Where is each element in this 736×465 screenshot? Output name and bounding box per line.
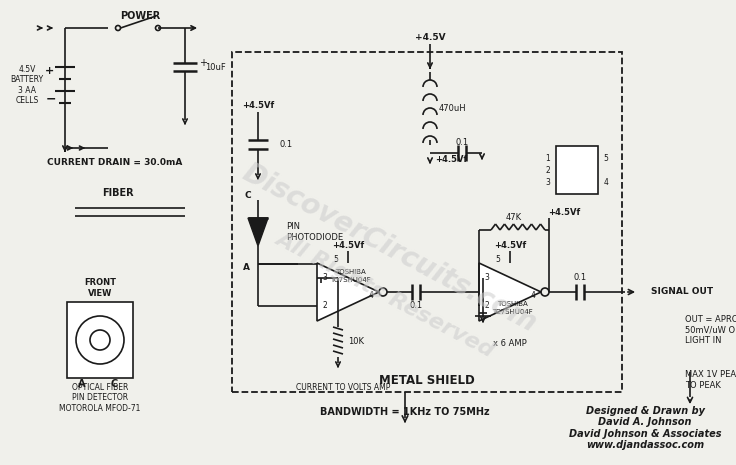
Text: 0.1: 0.1 <box>280 140 293 148</box>
Text: 2: 2 <box>322 301 328 311</box>
Text: 4.5V
BATTERY
3 AA
CELLS: 4.5V BATTERY 3 AA CELLS <box>10 65 43 105</box>
Text: 5: 5 <box>495 254 500 264</box>
Text: +4.5Vf: +4.5Vf <box>548 207 580 217</box>
Polygon shape <box>248 218 268 246</box>
Text: A: A <box>242 263 250 272</box>
Text: +4.5Vf: +4.5Vf <box>242 100 274 109</box>
Text: +: + <box>44 66 54 76</box>
Text: CURRENT DRAIN = 30.0mA: CURRENT DRAIN = 30.0mA <box>47 158 183 166</box>
Bar <box>556 146 598 194</box>
Text: 2: 2 <box>484 301 489 311</box>
Polygon shape <box>317 263 379 321</box>
Text: +4.5V: +4.5V <box>414 33 445 41</box>
Text: 3: 3 <box>484 273 489 283</box>
Text: 10uF: 10uF <box>205 62 225 72</box>
Text: BANDWIDTH = 1KHz TO 75MHz: BANDWIDTH = 1KHz TO 75MHz <box>320 407 490 417</box>
Text: 0.1: 0.1 <box>573 273 587 283</box>
Text: −: − <box>46 93 56 106</box>
Text: TOSHIBA
TC7SHU04F: TOSHIBA TC7SHU04F <box>492 301 532 314</box>
Text: 3: 3 <box>322 273 328 283</box>
Text: 5: 5 <box>604 153 609 162</box>
Text: OUT = APROX.
50mV/uW OF
LIGHT IN: OUT = APROX. 50mV/uW OF LIGHT IN <box>685 315 736 345</box>
Text: OPTICAL FIBER
PIN DETECTOR
MOTOROLA MFOD-71: OPTICAL FIBER PIN DETECTOR MOTOROLA MFOD… <box>60 383 141 413</box>
Text: 4: 4 <box>604 178 609 186</box>
Text: DiscoverCircuits.com: DiscoverCircuits.com <box>238 159 542 338</box>
Text: METAL SHIELD: METAL SHIELD <box>379 373 475 386</box>
Bar <box>67 302 133 378</box>
Text: 47K: 47K <box>506 213 522 221</box>
Text: Designed & Drawn by
David A. Johnson
David Johnson & Associates
www.djandassoc.c: Designed & Drawn by David A. Johnson Dav… <box>569 405 721 451</box>
Text: +4.5Vf: +4.5Vf <box>494 240 526 250</box>
Text: All Rights Reserved: All Rights Reserved <box>272 229 498 361</box>
Text: 1: 1 <box>545 153 551 162</box>
Text: 0.1: 0.1 <box>456 138 469 146</box>
Text: x 6 AMP: x 6 AMP <box>493 339 527 347</box>
Text: SIGNAL OUT: SIGNAL OUT <box>651 287 713 297</box>
Text: FRONT
VIEW: FRONT VIEW <box>84 278 116 298</box>
Text: 2: 2 <box>545 166 551 174</box>
Text: 470uH: 470uH <box>438 104 466 113</box>
Text: 5: 5 <box>333 254 339 264</box>
Text: C: C <box>244 191 251 199</box>
Text: 3: 3 <box>545 178 551 186</box>
Text: 4: 4 <box>531 291 535 299</box>
Text: PIN
PHOTODIODE: PIN PHOTODIODE <box>286 222 343 242</box>
Text: 10K: 10K <box>348 338 364 346</box>
Text: POWER: POWER <box>120 11 160 21</box>
Text: +: + <box>199 58 207 68</box>
Text: MAX 1V PEAK
TO PEAK: MAX 1V PEAK TO PEAK <box>685 370 736 390</box>
Text: CURRENT TO VOLTS AMP: CURRENT TO VOLTS AMP <box>296 384 390 392</box>
Text: 4: 4 <box>369 291 373 299</box>
Polygon shape <box>479 263 541 321</box>
Bar <box>232 52 622 392</box>
Text: FIBER: FIBER <box>102 188 134 198</box>
Text: 0.1: 0.1 <box>409 300 422 310</box>
Text: +4.5Vf: +4.5Vf <box>332 240 364 250</box>
Text: TOSHIBA
TC7SHU04F: TOSHIBA TC7SHU04F <box>330 270 370 283</box>
Text: A: A <box>78 379 86 389</box>
Text: C: C <box>110 379 118 389</box>
Text: +4.5Vf: +4.5Vf <box>435 154 467 164</box>
